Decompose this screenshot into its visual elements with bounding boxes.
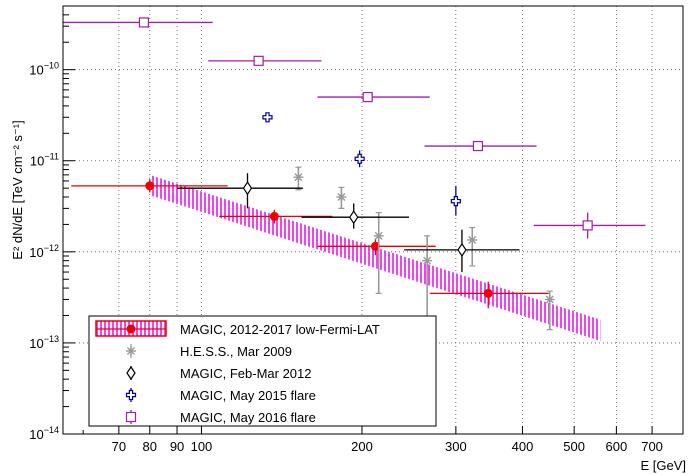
y-tick-base: 10 — [29, 336, 43, 351]
y-tick-base: 10 — [29, 245, 43, 260]
x-tick-label: 70 — [112, 439, 126, 454]
x-axis-title: E [GeV] — [640, 458, 686, 473]
data-point — [422, 235, 433, 328]
y-tick-base: 10 — [29, 427, 43, 442]
y-tick-exponent: −12 — [44, 243, 59, 253]
circle-marker — [145, 181, 155, 191]
legend-entry: MAGIC, 2012-2017 low-Fermi-LAT — [95, 320, 380, 337]
y-tick-base: 10 — [30, 154, 44, 169]
x-tick-label: 600 — [606, 439, 628, 454]
diamond-marker — [348, 210, 359, 225]
legend-label: MAGIC, 2012-2017 low-Fermi-LAT — [180, 322, 380, 337]
data-point — [336, 186, 347, 209]
x-tick-label: 200 — [351, 439, 373, 454]
cross-marker — [450, 196, 461, 207]
legend: MAGIC, 2012-2017 low-Fermi-LAT H.E.S.S., … — [88, 315, 437, 427]
y-tick-label: 10−10 — [29, 61, 59, 78]
series-1 — [293, 166, 555, 331]
square-marker — [582, 220, 593, 231]
data-point — [373, 211, 384, 294]
y-tick-exponent: −14 — [44, 425, 59, 435]
x-tick-label: 500 — [563, 439, 585, 454]
data-point — [71, 179, 228, 193]
x-tick-label: 90 — [170, 439, 184, 454]
star-stroke — [126, 346, 136, 356]
plot-frame — [62, 5, 684, 435]
series-4 — [63, 17, 646, 239]
data-point — [450, 185, 461, 216]
data-point — [404, 229, 520, 273]
legend-label: MAGIC, May 2015 flare — [180, 388, 316, 403]
square-marker — [362, 91, 373, 103]
square-marker — [125, 411, 137, 423]
circle-marker — [126, 324, 136, 334]
square-marker — [138, 17, 150, 28]
data-layer — [63, 17, 646, 331]
legend-entry: MAGIC, Feb-Mar 2012 — [126, 365, 312, 381]
diamond-marker — [242, 181, 253, 196]
diamond-marker — [457, 242, 467, 257]
y-tick-base: 10 — [29, 63, 43, 78]
y-tick-exponent: −13 — [44, 334, 59, 344]
cross-marker — [125, 389, 137, 401]
legend-entry: MAGIC, May 2016 flare — [125, 410, 316, 425]
data-point — [177, 173, 303, 209]
data-point — [317, 91, 430, 103]
data-point — [301, 203, 409, 229]
star-stroke — [337, 192, 346, 202]
y-tick-label: 10−14 — [29, 425, 59, 442]
series-0 — [71, 179, 549, 309]
cross-marker — [262, 112, 273, 123]
data-point — [429, 281, 549, 309]
star-stroke — [545, 295, 554, 304]
y-tick-label: 10−11 — [30, 152, 59, 169]
ticks — [63, 5, 684, 435]
tick-labels: 70 80 90 100 200 300 400 500 600 70010−1410−1310−… — [29, 61, 663, 454]
data-point — [354, 150, 365, 168]
x-tick-label: 80 — [143, 439, 157, 454]
data-point — [219, 209, 333, 224]
legend-entry: H.E.S.S., Mar 2009 — [126, 344, 292, 359]
y-tick-exponent: −10 — [44, 61, 59, 71]
y-tick-label: 10−12 — [29, 243, 59, 260]
circle-marker — [269, 211, 279, 221]
y-axis-title: E² dN/dE [TeV cm⁻² s⁻¹] — [10, 120, 25, 259]
legend-label: H.E.S.S., Mar 2009 — [180, 344, 292, 359]
data-point — [63, 17, 213, 28]
legend-label: MAGIC, May 2016 flare — [180, 410, 316, 425]
cross-marker — [354, 153, 365, 164]
x-tick-label: 700 — [641, 439, 663, 454]
data-point — [208, 55, 322, 66]
data-point — [467, 226, 478, 267]
diamond-marker — [126, 365, 136, 381]
star-stroke — [294, 173, 303, 182]
square-marker — [472, 140, 484, 152]
circle-marker — [483, 288, 493, 298]
x-tick-label: 100 — [191, 439, 213, 454]
data-point — [262, 112, 273, 123]
data-point — [533, 212, 646, 239]
legend-entry: MAGIC, May 2015 flare — [125, 388, 316, 403]
square-marker — [253, 55, 264, 66]
x-tick-label: 300 — [445, 439, 467, 454]
series-3 — [262, 112, 461, 216]
legend-label: MAGIC, Feb-Mar 2012 — [180, 366, 312, 381]
star-stroke — [423, 256, 432, 265]
y-tick-exponent: −11 — [44, 152, 59, 162]
data-point — [293, 166, 304, 191]
legend-box — [88, 315, 437, 427]
series-2 — [177, 173, 520, 273]
star-stroke — [468, 235, 477, 244]
data-point — [544, 290, 555, 331]
star-stroke — [374, 231, 383, 240]
y-tick-label: 10−13 — [29, 334, 59, 351]
x-tick-label: 400 — [512, 439, 534, 454]
data-point — [424, 140, 537, 152]
